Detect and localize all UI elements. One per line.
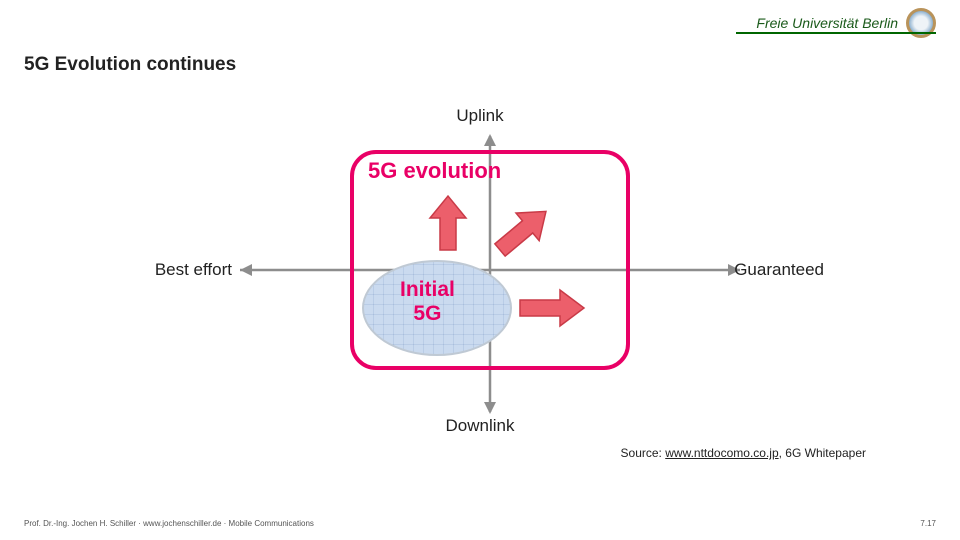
initial-line2: 5G (413, 302, 441, 325)
initial-5g-label: Initial 5G (400, 278, 455, 326)
footer-right: 7.17 (920, 519, 936, 528)
axis-label-right: Guaranteed (734, 260, 824, 280)
initial-line1: Initial (400, 278, 455, 301)
source-link[interactable]: www.nttdocomo.co.jp (665, 446, 778, 460)
evolution-label: 5G evolution (368, 158, 501, 184)
source-prefix: Source: (621, 446, 666, 460)
slide: Freie Universität Berlin 5G Evolution co… (0, 0, 960, 540)
axis-label-left: Best effort (136, 260, 232, 280)
axis-label-up: Uplink (456, 106, 503, 126)
source-suffix: , 6G Whitepaper (779, 446, 866, 460)
axis-label-down: Downlink (446, 416, 515, 436)
footer: Prof. Dr.-Ing. Jochen H. Schiller · www.… (24, 519, 936, 528)
diagram: 5G evolution Initial 5G Uplink Downlink … (140, 110, 820, 430)
footer-left: Prof. Dr.-Ing. Jochen H. Schiller · www.… (24, 519, 314, 528)
logo-rule (736, 32, 936, 34)
university-name: Freie Universität Berlin (756, 15, 898, 31)
slide-title: 5G Evolution continues (24, 54, 236, 76)
source-line: Source: www.nttdocomo.co.jp, 6G Whitepap… (621, 446, 866, 460)
